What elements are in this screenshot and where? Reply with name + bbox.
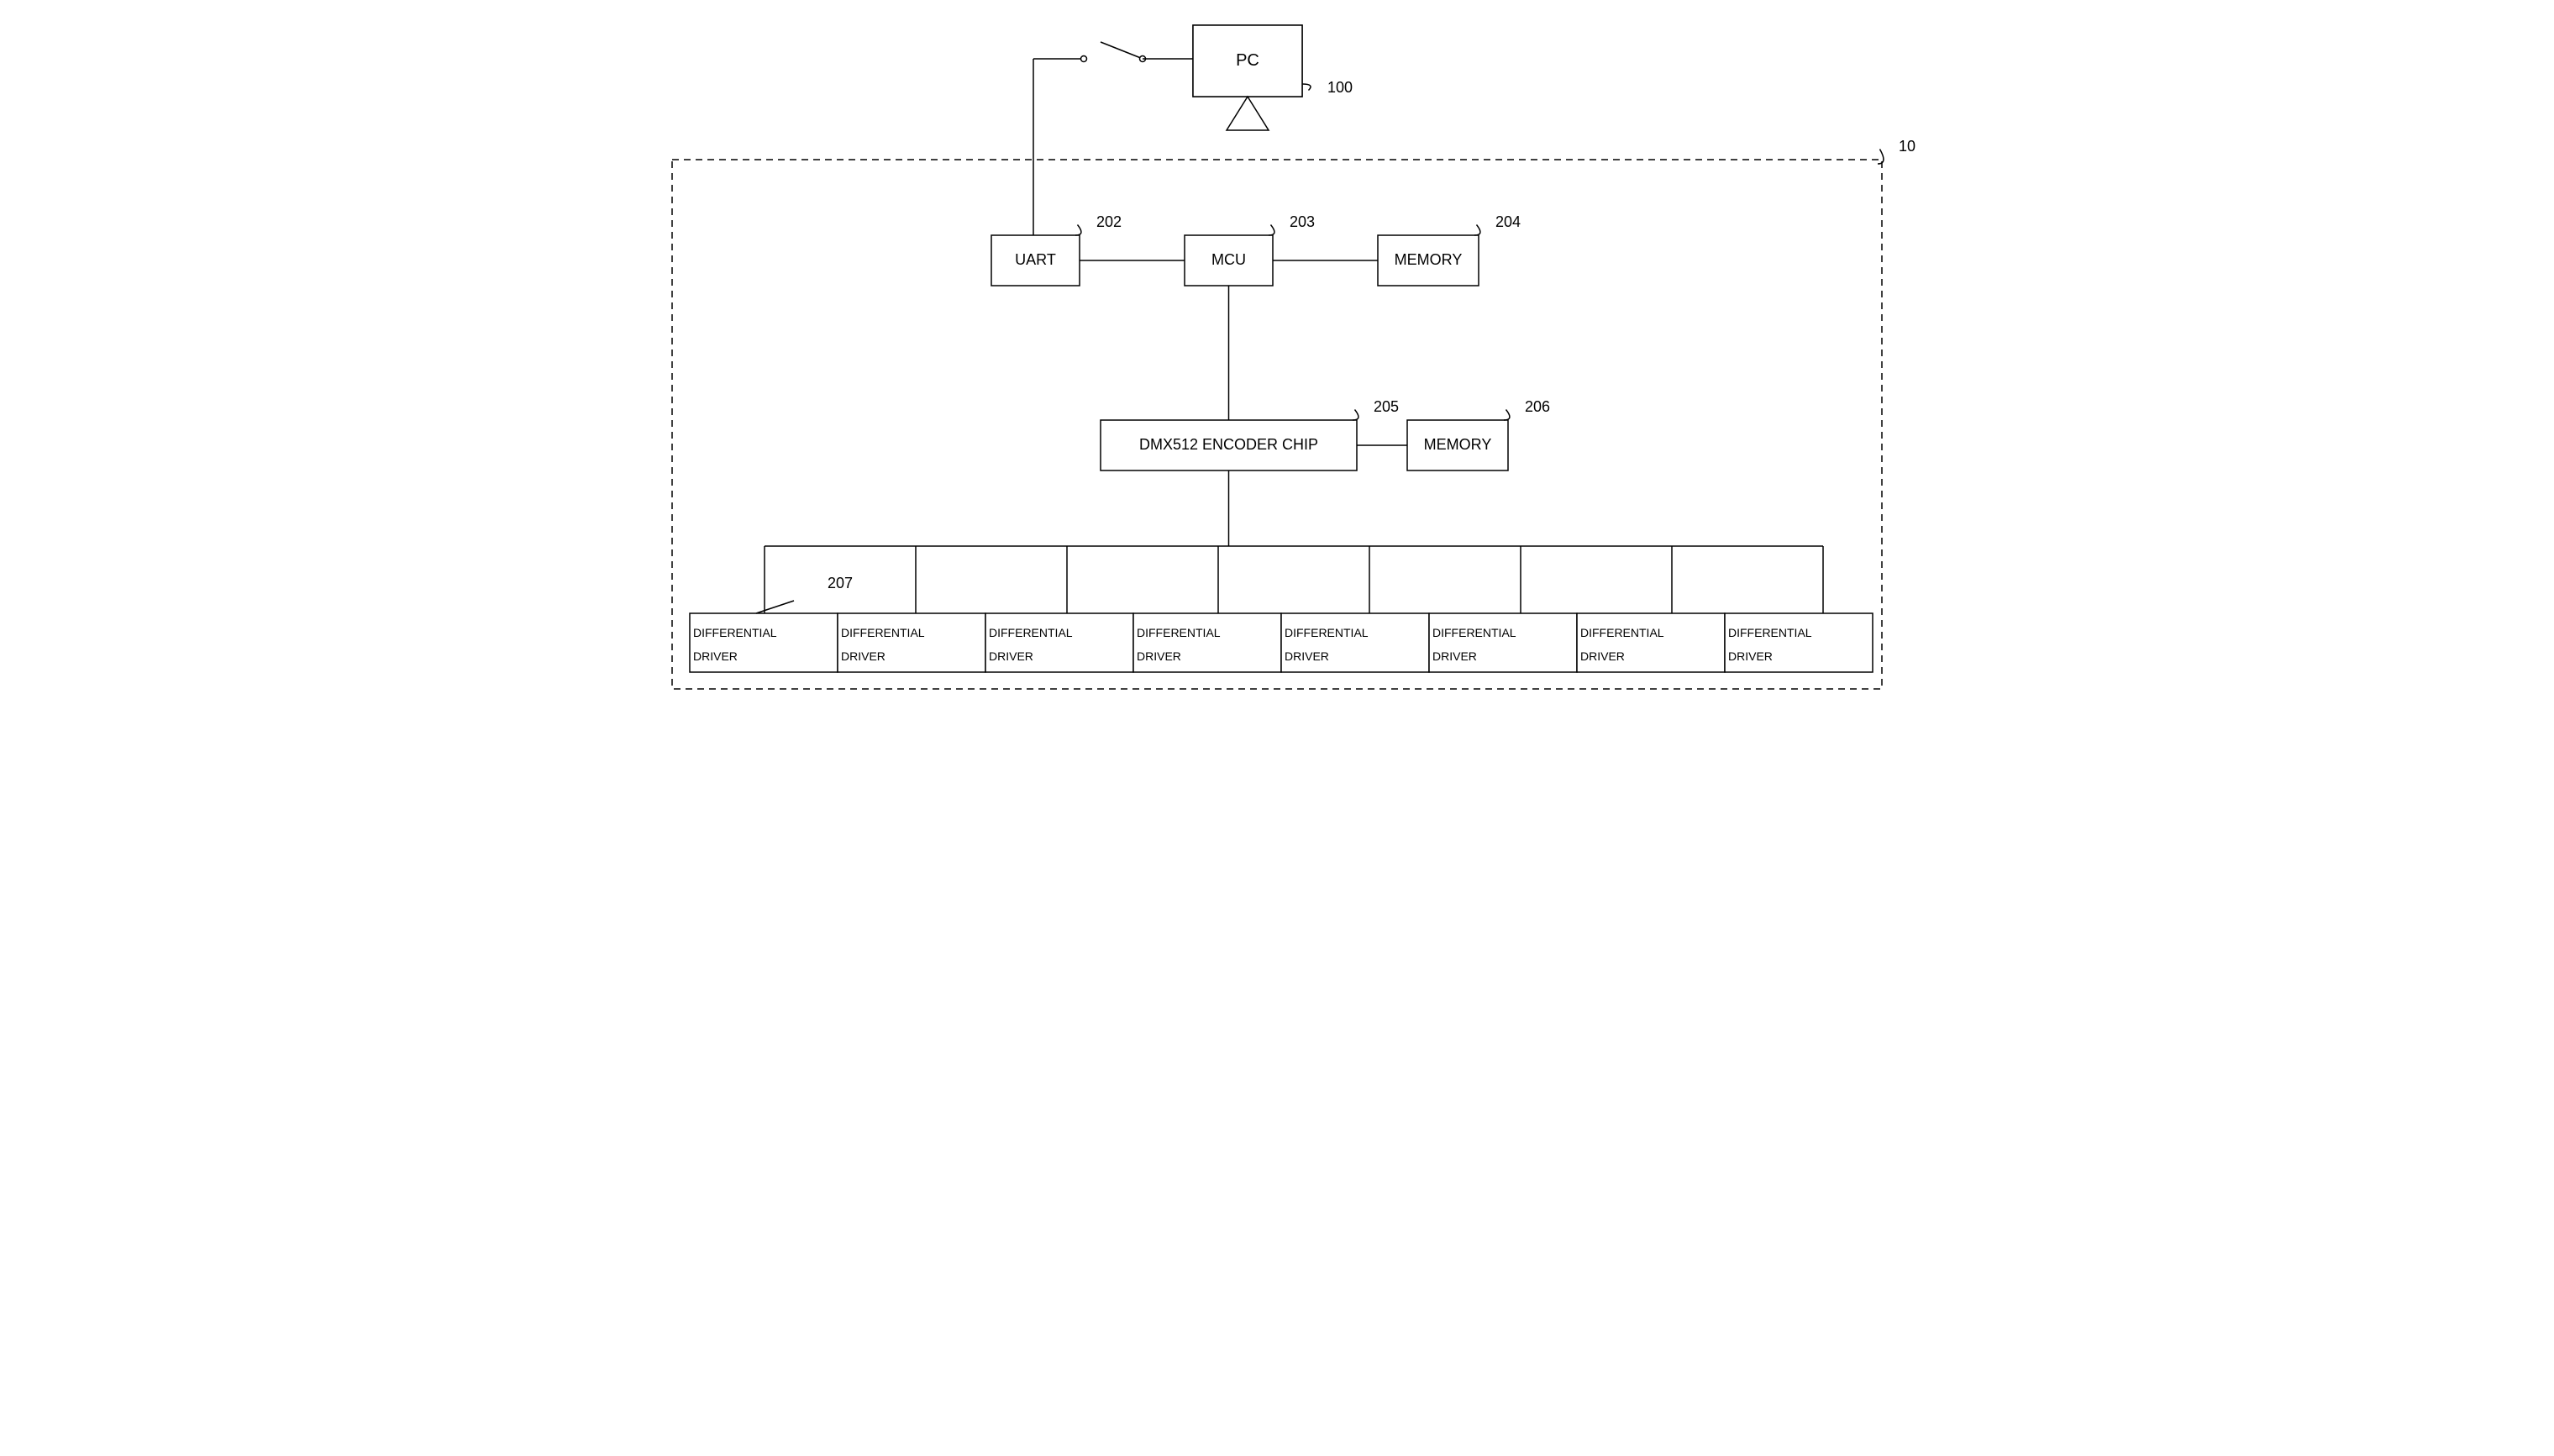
svg-text:DIFFERENTIAL: DIFFERENTIAL (841, 626, 925, 639)
svg-text:UART: UART (1015, 251, 1056, 268)
differential-driver (1725, 613, 1873, 672)
svg-text:DMX512 ENCODER CHIP: DMX512 ENCODER CHIP (1139, 436, 1318, 453)
differential-driver (1133, 613, 1281, 672)
svg-text:DIFFERENTIAL: DIFFERENTIAL (1285, 626, 1369, 639)
differential-driver (838, 613, 985, 672)
svg-text:DRIVER: DRIVER (989, 649, 1033, 663)
svg-text:PC: PC (1236, 51, 1259, 70)
differential-driver (690, 613, 838, 672)
pc-stand (1227, 97, 1269, 130)
differential-driver (1577, 613, 1725, 672)
svg-text:DIFFERENTIAL: DIFFERENTIAL (693, 626, 777, 639)
svg-text:DRIVER: DRIVER (1432, 649, 1477, 663)
differential-driver (985, 613, 1133, 672)
svg-text:DRIVER: DRIVER (1285, 649, 1329, 663)
svg-text:DIFFERENTIAL: DIFFERENTIAL (1432, 626, 1516, 639)
svg-text:DIFFERENTIAL: DIFFERENTIAL (989, 626, 1073, 639)
differential-driver (1281, 613, 1429, 672)
svg-text:100: 100 (1327, 79, 1353, 96)
svg-text:204: 204 (1495, 213, 1521, 230)
svg-text:202: 202 (1096, 213, 1122, 230)
svg-text:DRIVER: DRIVER (693, 649, 738, 663)
svg-text:205: 205 (1374, 398, 1399, 415)
svg-text:MCU: MCU (1211, 251, 1246, 268)
svg-text:MEMORY: MEMORY (1395, 251, 1463, 268)
svg-text:206: 206 (1525, 398, 1550, 415)
svg-text:DIFFERENTIAL: DIFFERENTIAL (1137, 626, 1221, 639)
svg-text:DRIVER: DRIVER (1728, 649, 1773, 663)
svg-text:DIFFERENTIAL: DIFFERENTIAL (1580, 626, 1664, 639)
svg-text:DRIVER: DRIVER (1580, 649, 1625, 663)
svg-text:MEMORY: MEMORY (1424, 436, 1492, 453)
svg-text:DIFFERENTIAL: DIFFERENTIAL (1728, 626, 1812, 639)
svg-text:203: 203 (1290, 213, 1315, 230)
svg-text:101: 101 (1899, 138, 1916, 155)
switch-node-left (1081, 56, 1087, 62)
svg-text:DRIVER: DRIVER (1137, 649, 1181, 663)
svg-text:DRIVER: DRIVER (841, 649, 885, 663)
differential-driver (1429, 613, 1577, 672)
svg-text:207: 207 (828, 575, 853, 591)
